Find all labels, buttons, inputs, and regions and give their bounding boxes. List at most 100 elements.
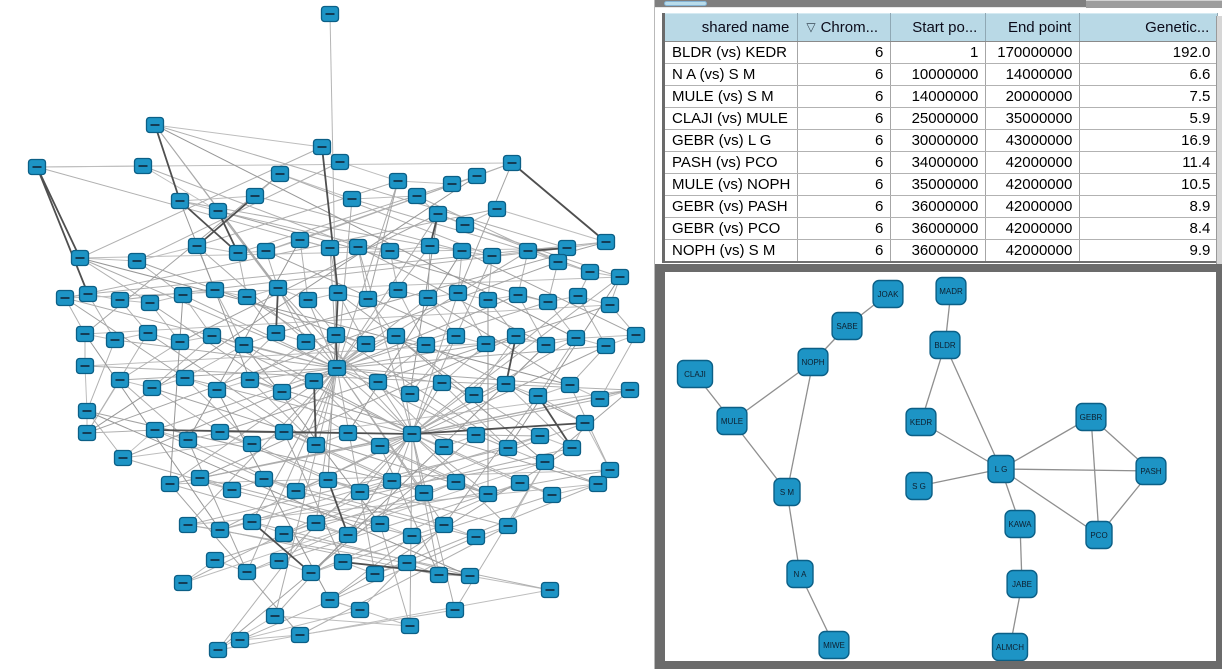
table-row-1[interactable]: N A (vs) S M 6 10000000 14000000 6.6: [663, 63, 1219, 86]
network-node-68[interactable]: [446, 327, 466, 345]
network-node-144[interactable]: [365, 565, 385, 583]
network-node-54[interactable]: [568, 287, 588, 305]
network-node-147[interactable]: [460, 567, 480, 585]
network-node-94[interactable]: [620, 381, 640, 399]
main-network-view[interactable]: [0, 0, 654, 669]
cell-r2-c1[interactable]: 6: [797, 85, 892, 108]
network-node-13[interactable]: [270, 165, 290, 183]
network-node-14[interactable]: [342, 190, 362, 208]
cell-r9-c4[interactable]: 9.9: [1079, 239, 1219, 262]
network-node-42[interactable]: [205, 281, 225, 299]
cell-r2-c3[interactable]: 20000000: [985, 85, 1081, 108]
cell-r1-c2[interactable]: 10000000: [890, 63, 987, 86]
cell-r3-c0[interactable]: CLAJI (vs) MULE: [663, 107, 799, 130]
network-node-75[interactable]: [75, 357, 95, 375]
network-node-107[interactable]: [498, 439, 518, 457]
node-s-m[interactable]: S M: [773, 477, 801, 507]
network-node-41[interactable]: [173, 286, 193, 304]
cell-r8-c3[interactable]: 42000000: [985, 217, 1081, 240]
network-node-38[interactable]: [78, 285, 98, 303]
network-node-138[interactable]: [173, 574, 193, 592]
network-node-33[interactable]: [518, 242, 538, 260]
node-sabe[interactable]: SABE: [831, 311, 863, 341]
network-node-18[interactable]: [487, 200, 507, 218]
network-node-27[interactable]: [320, 239, 340, 257]
network-node-142[interactable]: [301, 564, 321, 582]
cell-r4-c0[interactable]: GEBR (vs) L G: [663, 129, 799, 152]
network-node-134[interactable]: [434, 516, 454, 534]
network-node-76[interactable]: [77, 402, 97, 420]
network-node-101[interactable]: [306, 436, 326, 454]
network-node-8[interactable]: [27, 158, 47, 176]
network-node-71[interactable]: [536, 336, 556, 354]
node-kedr[interactable]: KEDR: [905, 407, 937, 437]
network-node-86[interactable]: [368, 373, 388, 391]
network-node-132[interactable]: [370, 515, 390, 533]
sort-filter-icon[interactable]: ▽: [806, 20, 816, 34]
cell-r5-c1[interactable]: 6: [797, 151, 892, 174]
table-row-9[interactable]: NOPH (vs) S M 6 36000000 42000000 9.9: [663, 239, 1219, 262]
network-node-112[interactable]: [160, 475, 180, 493]
network-node-114[interactable]: [222, 481, 242, 499]
horizontal-scrollbar[interactable]: [655, 0, 1222, 8]
network-node-7[interactable]: [502, 154, 522, 172]
network-node-45[interactable]: [298, 291, 318, 309]
cell-r2-c4[interactable]: 7.5: [1079, 85, 1219, 108]
cell-r4-c2[interactable]: 30000000: [890, 129, 987, 152]
network-node-145[interactable]: [397, 554, 417, 572]
cell-r9-c2[interactable]: 36000000: [890, 239, 987, 262]
cell-r0-c2[interactable]: 1: [890, 41, 987, 64]
node-miwe[interactable]: MIWE: [818, 630, 850, 660]
network-node-141[interactable]: [269, 552, 289, 570]
network-node-34[interactable]: [548, 253, 568, 271]
network-node-140[interactable]: [237, 563, 257, 581]
cell-r6-c4[interactable]: 10.5: [1079, 173, 1219, 196]
network-node-116[interactable]: [286, 482, 306, 500]
cell-r5-c0[interactable]: PASH (vs) PCO: [663, 151, 799, 174]
network-node-126[interactable]: [178, 516, 198, 534]
node-s-g[interactable]: S G: [905, 471, 933, 501]
network-node-129[interactable]: [274, 525, 294, 543]
network-node-111[interactable]: [600, 461, 620, 479]
network-node-30[interactable]: [420, 237, 440, 255]
network-node-85[interactable]: [327, 359, 347, 377]
network-node-127[interactable]: [210, 521, 230, 539]
network-node-35[interactable]: [580, 263, 600, 281]
network-node-55[interactable]: [600, 296, 620, 314]
network-node-87[interactable]: [400, 385, 420, 403]
network-node-66[interactable]: [386, 327, 406, 345]
network-node-122[interactable]: [478, 485, 498, 503]
network-node-78[interactable]: [110, 371, 130, 389]
network-node-60[interactable]: [202, 327, 222, 345]
network-node-26[interactable]: [290, 231, 310, 249]
network-node-40[interactable]: [140, 294, 160, 312]
network-node-82[interactable]: [240, 371, 260, 389]
node-gebr[interactable]: GEBR: [1075, 402, 1107, 432]
cell-r1-c4[interactable]: 6.6: [1079, 63, 1219, 86]
network-node-19[interactable]: [596, 233, 616, 251]
cell-r2-c0[interactable]: MULE (vs) S M: [663, 85, 799, 108]
node-l-g[interactable]: L G: [987, 454, 1015, 484]
table-row-4[interactable]: GEBR (vs) L G 6 30000000 43000000 16.9: [663, 129, 1219, 152]
network-node-149[interactable]: [208, 641, 228, 659]
column-header-start-po[interactable]: Start po...: [890, 13, 987, 42]
network-node-25[interactable]: [256, 242, 276, 260]
scrollbar-thumb[interactable]: [664, 1, 707, 6]
network-node-24[interactable]: [228, 244, 248, 262]
network-node-148[interactable]: [540, 581, 560, 599]
cell-r1-c3[interactable]: 14000000: [985, 63, 1081, 86]
network-node-88[interactable]: [432, 374, 452, 392]
network-node-46[interactable]: [328, 284, 348, 302]
cell-r7-c1[interactable]: 6: [797, 195, 892, 218]
network-node-118[interactable]: [350, 483, 370, 501]
network-node-64[interactable]: [326, 326, 346, 344]
cell-r6-c3[interactable]: 42000000: [985, 173, 1081, 196]
cell-r9-c3[interactable]: 42000000: [985, 239, 1081, 262]
column-header-end-point[interactable]: End point: [985, 13, 1081, 42]
cell-r6-c2[interactable]: 35000000: [890, 173, 987, 196]
network-node-53[interactable]: [538, 293, 558, 311]
cell-r0-c4[interactable]: 192.0: [1079, 41, 1219, 64]
network-node-57[interactable]: [105, 331, 125, 349]
network-node-136[interactable]: [498, 517, 518, 535]
